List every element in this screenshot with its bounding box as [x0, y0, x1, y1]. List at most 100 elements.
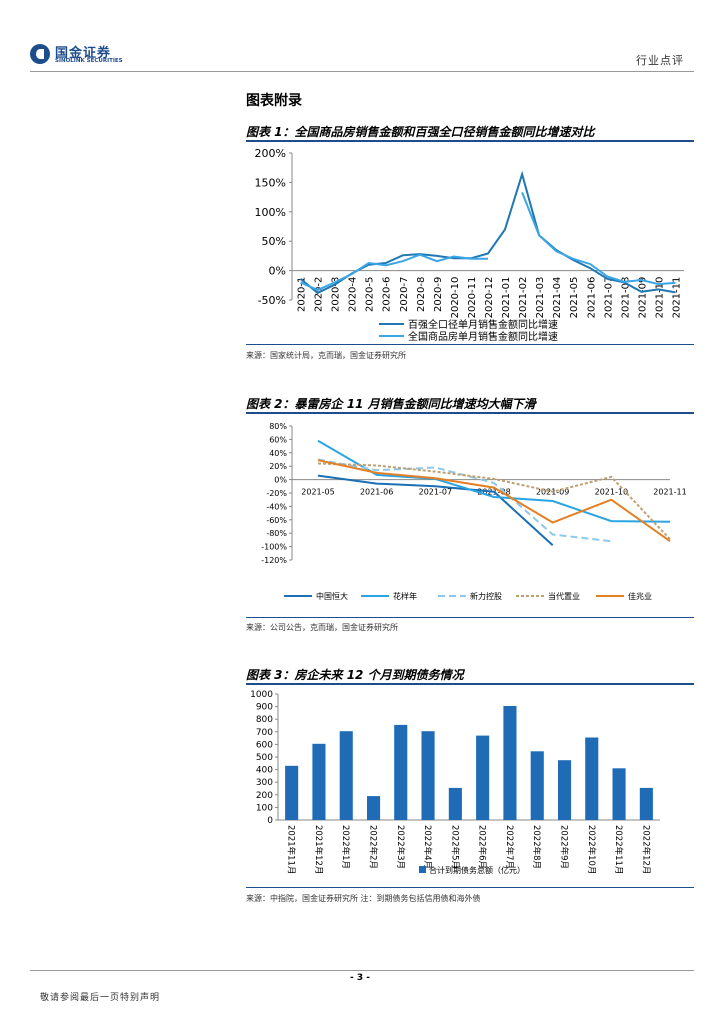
- bar: [394, 724, 408, 820]
- series-line: [300, 192, 676, 292]
- bar: [339, 731, 353, 820]
- appendix-title: 图表附录: [246, 93, 302, 109]
- logo-text: 国金证券: [55, 46, 112, 61]
- x-tick-label: 2020-4: [348, 277, 359, 312]
- figure-2-bottom-rule: [246, 617, 694, 618]
- legend-label: 新力控股: [470, 591, 502, 601]
- x-tick-label: 2020-11: [467, 277, 478, 319]
- legend-label: 当代置业: [548, 591, 580, 601]
- y-tick-label: 600: [256, 740, 273, 750]
- x-tick-label: 2020-9: [433, 277, 444, 312]
- x-tick-label: 2020-2: [314, 277, 325, 312]
- legend-label: 百强全口径单月销售金额同比增速: [408, 318, 558, 331]
- bar: [476, 735, 490, 820]
- figure-2-source: 来源：公司公告，克而瑞，国金证券研究所: [246, 623, 398, 632]
- legend-label: 中国恒大: [316, 591, 348, 601]
- x-tick-label: 2021-01: [501, 277, 512, 319]
- figure-3-bottom-rule: [246, 887, 694, 888]
- figure-1-bottom-rule: [246, 344, 694, 345]
- y-tick-label: 20%: [269, 462, 287, 471]
- x-tick-label: 2020-10: [450, 277, 461, 319]
- x-tick-label: 2021-02: [518, 277, 529, 319]
- x-tick-label: 2020-5: [365, 277, 376, 312]
- series-line: [317, 458, 612, 543]
- footer-disclaimer: 敬请参阅最后一页特别声明: [40, 993, 161, 1003]
- y-tick-label: -100%: [261, 543, 287, 552]
- y-tick-label: 80%: [269, 422, 287, 431]
- figure-2-chart: 80% 60% 40% 20% 0% -20% -40% -60% -80% -100% -120%…: [261, 422, 686, 601]
- y-tick-label: -20%: [266, 489, 287, 498]
- x-tick-label: 2021-11: [671, 277, 682, 319]
- x-tick-label: 2021-07: [603, 277, 614, 319]
- y-tick-label: 1000: [250, 690, 273, 700]
- y-tick-label: 40%: [269, 449, 287, 458]
- bar: [421, 731, 435, 820]
- figure-2-rule: [246, 412, 694, 414]
- y-tick-label: 900: [256, 703, 273, 713]
- bar: [367, 796, 381, 820]
- y-tick-label: -60%: [266, 516, 287, 525]
- y-tick-label: -80%: [266, 529, 287, 538]
- bar: [558, 760, 572, 820]
- legend-label: 花样年: [393, 591, 417, 601]
- y-tick-label: 100: [256, 803, 273, 813]
- x-tick-label: 2022年6月: [477, 825, 488, 869]
- legend-label: 佳兆业: [628, 591, 652, 601]
- x-tick-label: 2022年2月: [368, 825, 379, 869]
- legend-swatch: [419, 866, 426, 873]
- x-tick-label: 2020-6: [382, 277, 393, 312]
- figure-3-rule: [246, 683, 694, 685]
- x-tick-label: 2022年11月: [613, 825, 624, 874]
- page-number: - 3 -: [350, 973, 370, 983]
- x-tick-label: 2020-3: [331, 277, 342, 312]
- y-tick-label: -40%: [266, 502, 287, 511]
- logo-english: SINOLINK SECURITIES: [55, 58, 123, 64]
- x-tick-label: 2021-11: [653, 488, 686, 497]
- y-tick-label: 0%: [269, 265, 286, 278]
- x-tick-label: 2022年8月: [531, 825, 542, 869]
- y-tick-label: 200: [256, 791, 273, 801]
- figure-1-title: 图表 1：全国商品房销售金额和百强全口径销售金额同比增速对比: [246, 125, 595, 139]
- y-tick-label: 700: [256, 728, 273, 738]
- x-tick-label: 2021-04: [552, 277, 563, 319]
- x-tick-label: 2022年12月: [640, 825, 651, 874]
- x-tick-label: 2021-05: [569, 277, 580, 319]
- y-tick-label: 500: [256, 753, 273, 763]
- x-tick-label: 2021-09: [637, 277, 648, 319]
- figure-3-chart: 100090080070060050040030020010002021年11月…: [250, 690, 660, 875]
- y-tick-label: 400: [256, 766, 273, 776]
- y-tick-label: 100%: [255, 206, 286, 219]
- header-divider: [30, 71, 694, 72]
- x-tick-label: 2021-06: [586, 277, 597, 319]
- x-tick-label: 2022年3月: [395, 825, 406, 869]
- bar: [312, 743, 326, 820]
- x-tick-label: 2021-10: [595, 488, 628, 497]
- series-line: [299, 170, 676, 295]
- y-tick-label: -50%: [258, 294, 286, 307]
- footer-divider: [30, 970, 694, 971]
- figure-3-title: 图表 3：房企未来 12 个月到期债务情况: [246, 668, 464, 682]
- y-tick-label: 200%: [255, 147, 286, 160]
- x-tick-label: 2022年4月: [422, 825, 433, 869]
- y-tick-label: 150%: [255, 176, 286, 189]
- logo-icon: [30, 44, 50, 64]
- series-line: [317, 474, 554, 547]
- x-tick-label: 2022年5月: [449, 825, 460, 869]
- y-tick-label: 0%: [274, 476, 287, 485]
- y-tick-label: 0: [267, 816, 273, 826]
- figure-1-source: 来源：国家统计局，克而瑞，国金证券研究所: [246, 351, 406, 360]
- bar: [639, 787, 653, 820]
- figure-3-source: 来源：中指院，国金证券研究所 注：到期债务包括信用债和海外债: [246, 894, 481, 903]
- x-tick-label: 2021年11月: [286, 825, 297, 874]
- x-tick-label: 2021-07: [419, 488, 452, 497]
- bar: [530, 751, 544, 820]
- y-tick-label: 50%: [262, 235, 286, 248]
- legend-label: 合计到期债务总额（亿元）: [429, 865, 525, 875]
- series-line: [317, 459, 671, 543]
- figure-1-chart: 200% 150% 100% 50% 0% -50% 2020-1 2020-2 2020-3 2…: [255, 147, 684, 342]
- report-category: 行业点评: [636, 54, 684, 67]
- y-tick-label: 800: [256, 715, 273, 725]
- y-tick-label: -120%: [261, 556, 287, 565]
- x-tick-label: 2020-12: [484, 277, 495, 319]
- figure-2-title: 图表 2：暴雷房企 11 月销售金额同比增速均大幅下滑: [246, 397, 536, 411]
